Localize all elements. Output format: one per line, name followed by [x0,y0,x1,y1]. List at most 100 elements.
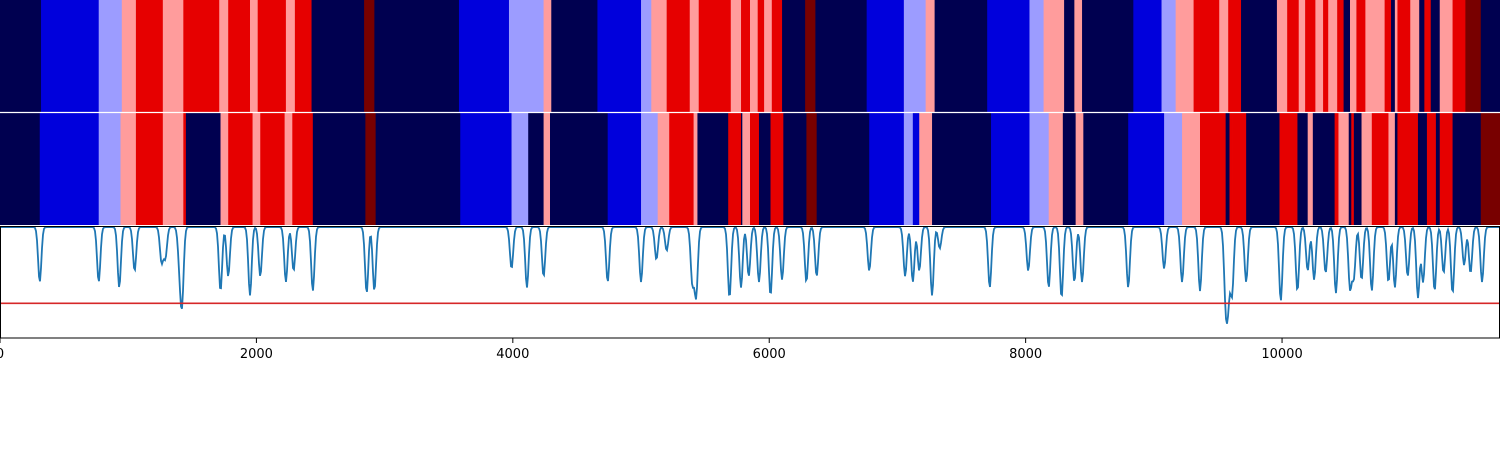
heatmap-segment [1312,113,1336,225]
heatmap-segment [311,0,365,112]
heatmap-segment [607,113,642,225]
heatmap-segment [1419,0,1425,112]
heatmap-segment [508,0,544,112]
heatmap-segment [669,113,694,225]
heatmap-segment [294,0,312,112]
heatmap-segment [1297,113,1309,225]
heatmap-segment [1356,0,1366,112]
heatmap-segment [1350,0,1357,112]
heatmap-segment [312,113,366,225]
heatmap-segment [730,0,742,112]
heatmap-segment [1328,0,1338,112]
heatmap-segment [285,0,296,112]
heatmap-segment [730,113,742,225]
heatmap-segment [1430,0,1441,112]
heatmap-segment [1365,0,1386,112]
plot-background [0,226,1500,338]
heatmap-segment [770,113,784,225]
x-tick-label: 4000 [496,347,529,362]
heatmap-segment [757,0,765,112]
heatmap-segment [866,0,905,112]
heatmap-segment [1062,113,1077,225]
x-tick-label: 6000 [753,347,786,362]
heatmap-segment [1161,0,1177,112]
heatmap-middle-row [0,111,1500,225]
heatmap-segment [162,0,184,112]
heatmap-segment [657,113,670,225]
heatmap-segment [41,0,100,112]
heatmap-segment [1241,0,1278,112]
heatmap-segment [782,0,806,112]
heatmap-segment [1337,0,1344,112]
heatmap-segment [693,113,698,225]
heatmap-segment [1426,113,1437,225]
heatmap-segment [1287,0,1300,112]
heatmap-segment [1348,113,1352,225]
heatmap-segment [1043,0,1065,112]
heatmap-segment [1384,0,1392,112]
heatmap-segment [1388,113,1396,225]
heatmap-segment [183,0,220,112]
heatmap-segment [1200,113,1227,225]
heatmap-segment [1082,0,1134,112]
heatmap-segment [771,0,783,112]
heatmap-segment [1480,0,1500,112]
heatmap-segment [1338,113,1350,225]
heatmap-segment [750,0,759,112]
heatmap-segment [0,113,41,225]
heatmap-segment [528,113,544,225]
heatmap-segment [1397,113,1419,225]
heatmap-segment [869,113,905,225]
heatmap-segment [1048,113,1064,225]
heatmap-segment [1465,113,1482,225]
heatmap-segment [1323,0,1329,112]
x-tick-label: 2000 [240,347,273,362]
heatmap-segment [806,113,818,225]
heatmap-segment [1029,113,1050,225]
heatmap-segment [135,0,164,112]
heatmap-segment [1074,0,1083,112]
heatmap-segment [121,0,137,112]
heatmap-segment [374,0,460,112]
heatmap-segment [741,0,751,112]
heatmap-segment [1029,0,1044,112]
heatmap-segment [934,0,988,112]
x-tick-label: 0 [0,347,4,362]
series-line [0,226,1500,324]
heatmap-segment [1193,0,1220,112]
heatmap-segment [135,113,164,225]
heatmap-segment [783,113,807,225]
heatmap-segment [666,0,691,112]
heatmap-segment [228,0,251,112]
heatmap-segment [1465,0,1482,112]
heatmap-segment [458,0,510,112]
heatmap-segment [1298,0,1306,112]
heatmap-segment [183,113,187,225]
heatmap-segment [925,0,936,112]
heatmap-segment [1394,113,1398,225]
heatmap-segment [162,113,184,225]
heatmap-segment [805,0,816,112]
heatmap-segment [260,113,286,225]
heatmap-segment [1397,0,1411,112]
heatmap-segment [1279,113,1298,225]
heatmap-segment [551,0,598,112]
heatmap-segment [1334,113,1339,225]
heatmap-segment [292,113,314,225]
heatmap-segment [120,113,137,225]
heatmap-segment [1391,0,1396,112]
heatmap-segment [1219,0,1229,112]
x-axis: 0 2000 4000 6000 8000 10000 [0,338,1303,362]
heatmap-segment [1452,0,1466,112]
x-tick-label: 8000 [1009,347,1042,362]
heatmap-segment [543,0,552,112]
heatmap-segment [1439,113,1453,225]
heatmap-segment [1417,113,1428,225]
heatmap-segment [460,113,512,225]
heatmap-segment [689,0,700,112]
heatmap-segment [375,113,461,225]
heatmap-segment [543,113,551,225]
heatmap-segment [0,0,42,112]
heatmap-segment [641,0,652,112]
